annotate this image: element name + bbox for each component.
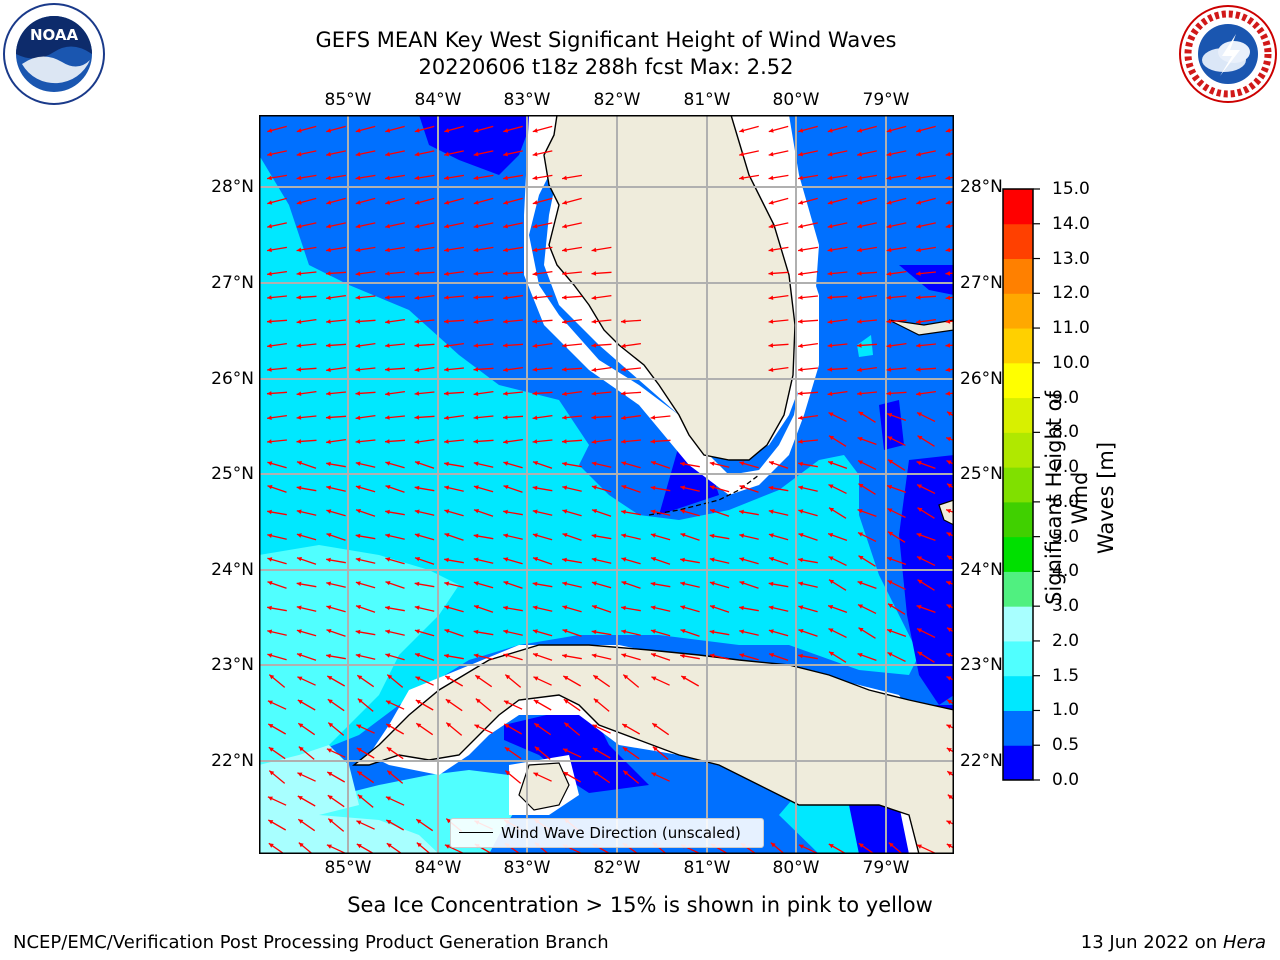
colorbar-segment <box>1003 397 1033 433</box>
lon-tick-bottom-5: 80°W <box>772 858 820 878</box>
colorbar-tick-label: 0.0 <box>1052 770 1080 790</box>
lat-tick-left-0: 28°N <box>211 177 254 197</box>
colorbar-segment <box>1003 571 1033 607</box>
footer-host: Hera <box>1222 932 1266 953</box>
lat-tick-left-2: 26°N <box>211 369 254 389</box>
map-frame <box>259 115 954 854</box>
colorbar-tick-label: 1.5 <box>1052 665 1080 686</box>
lat-tick-right-3: 25°N <box>960 464 1003 484</box>
lat-tick-right-5: 23°N <box>960 655 1003 675</box>
sea-ice-note: Sea Ice Concentration > 15% is shown in … <box>347 893 933 917</box>
colorbar-tick-label: 0.5 <box>1052 735 1080 756</box>
lon-tick-top-3: 82°W <box>593 90 641 110</box>
lat-tick-right-1: 27°N <box>960 273 1003 293</box>
lat-tick-right-2: 26°N <box>960 369 1003 389</box>
nws-logo <box>1179 5 1277 103</box>
colorbar-tick-label: 1.0 <box>1052 700 1080 721</box>
chart-title: GEFS MEAN Key West Significant Height of… <box>315 28 897 52</box>
lon-tick-bottom-3: 82°W <box>593 858 641 878</box>
land-cuba <box>352 644 954 854</box>
colorbar-segment <box>1003 328 1033 364</box>
lon-tick-bottom-1: 84°W <box>414 858 462 878</box>
legend-label: Wind Wave Direction (unscaled) <box>501 824 741 842</box>
colorbar-tick-label: 7.0 <box>1052 457 1080 478</box>
colorbar-tick-label: 4.0 <box>1052 561 1080 582</box>
noaa-logo: NOAA <box>3 3 105 105</box>
land-isla-juventud <box>518 762 570 811</box>
land-florida <box>543 115 796 461</box>
map-panel <box>259 115 954 854</box>
colorbar-segment <box>1003 432 1033 468</box>
legend-line-sample <box>459 832 493 833</box>
wave-zone-2-3 <box>259 745 359 835</box>
colorbar-tick-label: 13.0 <box>1052 248 1090 269</box>
colorbar-tick-label: 15.0 <box>1052 179 1090 199</box>
colorbar-tick-label: 14.0 <box>1052 213 1090 234</box>
map-legend: Wind Wave Direction (unscaled) <box>450 818 764 848</box>
lon-tick-top-5: 80°W <box>772 90 820 110</box>
footer-date-text: 13 Jun 2022 on <box>1080 932 1223 953</box>
colorbar-segment <box>1003 293 1033 329</box>
lat-tick-left-3: 25°N <box>211 464 254 484</box>
lon-tick-bottom-4: 81°W <box>683 858 731 878</box>
footer-credit: NCEP/EMC/Verification Post Processing Pr… <box>13 932 609 953</box>
colorbar-segment <box>1003 258 1033 294</box>
colorbar-segment <box>1003 745 1033 781</box>
lat-tick-left-6: 22°N <box>211 751 254 771</box>
colorbar-label: Significant Height of Wind Waves [m] <box>1041 373 1119 623</box>
colorbar-tick-label: 8.0 <box>1052 422 1080 443</box>
lon-tick-top-4: 81°W <box>683 90 731 110</box>
colorbar-segment <box>1003 640 1033 677</box>
colorbar-label-line1: Significant Height of Wind <box>1042 391 1092 605</box>
chart-subtitle: 20220606 t18z 288h fcst Max: 2.52 <box>418 55 794 79</box>
lat-tick-left-4: 24°N <box>211 560 254 580</box>
lon-tick-bottom-6: 79°W <box>862 858 910 878</box>
gridlines <box>259 115 954 854</box>
colorbar-tick-label: 6.0 <box>1052 491 1080 512</box>
lat-tick-left-5: 23°N <box>211 655 254 675</box>
colorbar-tick-label: 11.0 <box>1052 318 1090 339</box>
wind-wave-arrows <box>266 125 954 854</box>
colorbar-segment <box>1003 362 1033 399</box>
svg-text:NOAA: NOAA <box>30 26 79 44</box>
colorbar-segment <box>1003 536 1033 572</box>
lon-tick-bottom-2: 83°W <box>503 858 551 878</box>
colorbar-segment <box>1003 223 1033 260</box>
lon-tick-bottom-0: 85°W <box>324 858 372 878</box>
footer-date: 13 Jun 2022 on Hera <box>1081 932 1266 954</box>
colorbar-segment <box>1003 467 1033 503</box>
lon-tick-top-6: 79°W <box>862 90 910 110</box>
colorbar-tick-label: 10.0 <box>1052 352 1090 373</box>
lon-tick-top-1: 84°W <box>414 90 462 110</box>
colorbar-segment <box>1003 189 1033 225</box>
land-bahamas <box>888 319 954 336</box>
colorbar-segment <box>1003 710 1033 746</box>
colorbar-tick-label: 12.0 <box>1052 283 1090 304</box>
colorbar-segment <box>1003 501 1033 538</box>
lon-tick-top-2: 83°W <box>503 90 551 110</box>
colorbar-label-line2: Waves [m] <box>1094 441 1118 555</box>
colorbar-tick-label: 3.0 <box>1052 596 1080 617</box>
colorbar-tick-label: 5.0 <box>1052 526 1080 547</box>
colorbar-segment <box>1003 675 1033 711</box>
colorbar-tick-label: 2.0 <box>1052 630 1080 651</box>
lat-tick-left-1: 27°N <box>211 273 254 293</box>
lat-tick-right-6: 22°N <box>960 751 1003 771</box>
colorbar-segment <box>1003 606 1033 642</box>
lat-tick-right-0: 28°N <box>960 177 1003 197</box>
florida-keys <box>648 474 760 516</box>
colorbar-tick-label: 9.0 <box>1052 387 1080 408</box>
colorbar <box>1002 188 1040 781</box>
lat-tick-right-4: 24°N <box>960 560 1003 580</box>
lon-tick-top-0: 85°W <box>324 90 372 110</box>
